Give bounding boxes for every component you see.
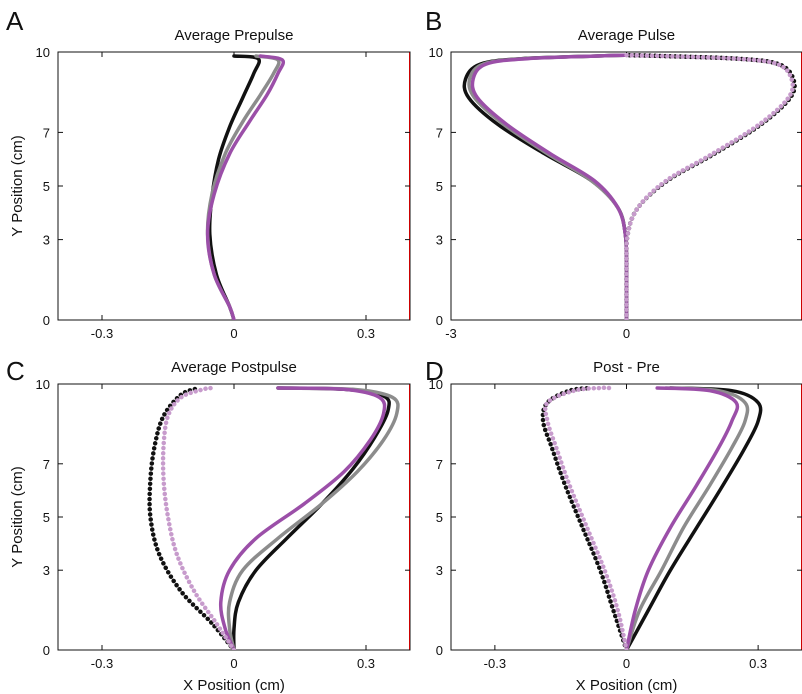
- series-purple-solid: [624, 386, 740, 650]
- y-tick-label: 5: [43, 510, 50, 525]
- chart-panel-d: D Post - Pre 0 3 5 7 10 -0.3 0 0.3 X Position (cm): [425, 356, 802, 694]
- series-group: [205, 54, 286, 320]
- x-tick-label: 0.3: [357, 326, 375, 341]
- panel-letter: A: [6, 6, 24, 36]
- series-purple_light-dotted: [160, 385, 237, 650]
- series-purple-solid: [218, 386, 387, 650]
- series-black-dotted: [624, 52, 797, 320]
- x-tick-label: -0.3: [91, 326, 113, 341]
- y-tick-label: 0: [43, 313, 50, 328]
- series-group: [462, 52, 797, 320]
- series-group: [147, 385, 400, 650]
- series-purple-solid: [470, 53, 629, 320]
- series-purple_light-dotted: [624, 52, 796, 320]
- plot-frame: [57, 383, 411, 651]
- panel-letter: C: [6, 356, 25, 386]
- series-gray-solid: [624, 386, 750, 650]
- plot-frame: [450, 383, 802, 651]
- series-purple_light-dotted: [542, 385, 629, 650]
- x-tick-label: 0: [623, 326, 630, 341]
- x-tick-label: 0.3: [749, 656, 767, 671]
- y-tick-label: 10: [429, 377, 443, 392]
- y-tick-label: 5: [436, 179, 443, 194]
- x-tick-label: 0: [230, 326, 237, 341]
- y-tick-label: 7: [436, 125, 443, 140]
- chart-title: Average Prepulse: [175, 27, 294, 44]
- x-tick-label: -0.3: [484, 656, 506, 671]
- series-black-solid: [231, 386, 391, 650]
- y-axis-label: Y Position (cm): [9, 466, 26, 567]
- x-axis-label: X Position (cm): [576, 677, 678, 694]
- series-black-solid: [624, 386, 763, 650]
- y-tick-label: 0: [43, 643, 50, 658]
- series-purple-solid: [205, 54, 286, 320]
- x-tick-label: 0: [230, 656, 237, 671]
- y-tick-label: 0: [436, 643, 443, 658]
- plot-frame: [57, 51, 411, 321]
- x-tick-label: -0.3: [91, 656, 113, 671]
- y-tick-label: 3: [436, 563, 443, 578]
- y-tick-label: 3: [43, 563, 50, 578]
- x-tick-label: -3: [445, 326, 457, 341]
- y-tick-label: 10: [36, 45, 50, 60]
- y-tick-label: 5: [436, 510, 443, 525]
- panel-letter: B: [425, 6, 442, 36]
- series-group: [540, 385, 763, 650]
- y-tick-label: 10: [429, 45, 443, 60]
- y-tick-label: 10: [36, 377, 50, 392]
- chart-title: Post - Pre: [593, 359, 660, 376]
- series-gray-solid: [226, 386, 400, 650]
- x-tick-label: 0.3: [357, 656, 375, 671]
- y-tick-label: 5: [43, 179, 50, 194]
- chart-title: Average Postpulse: [171, 359, 297, 376]
- y-tick-label: 7: [436, 457, 443, 472]
- y-axis-label: Y Position (cm): [9, 135, 26, 236]
- panel-letter: D: [425, 356, 444, 386]
- y-tick-label: 3: [43, 233, 50, 248]
- x-tick-label: 0: [623, 656, 630, 671]
- chart-panel-c: C Average Postpulse 0 3 5 7 10 -0.3 0 0.3 Y Positi…: [6, 356, 411, 694]
- x-axis-label: X Position (cm): [183, 677, 285, 694]
- y-tick-label: 3: [436, 233, 443, 248]
- chart-panel-a: A Average Prepulse 0 3 5 7 10 -0.3 0 0.3 Y Positio…: [6, 6, 411, 341]
- chart-title: Average Pulse: [578, 27, 675, 44]
- y-tick-label: 0: [436, 313, 443, 328]
- series-black-dotted: [147, 385, 237, 650]
- y-tick-label: 7: [43, 457, 50, 472]
- y-tick-label: 7: [43, 125, 50, 140]
